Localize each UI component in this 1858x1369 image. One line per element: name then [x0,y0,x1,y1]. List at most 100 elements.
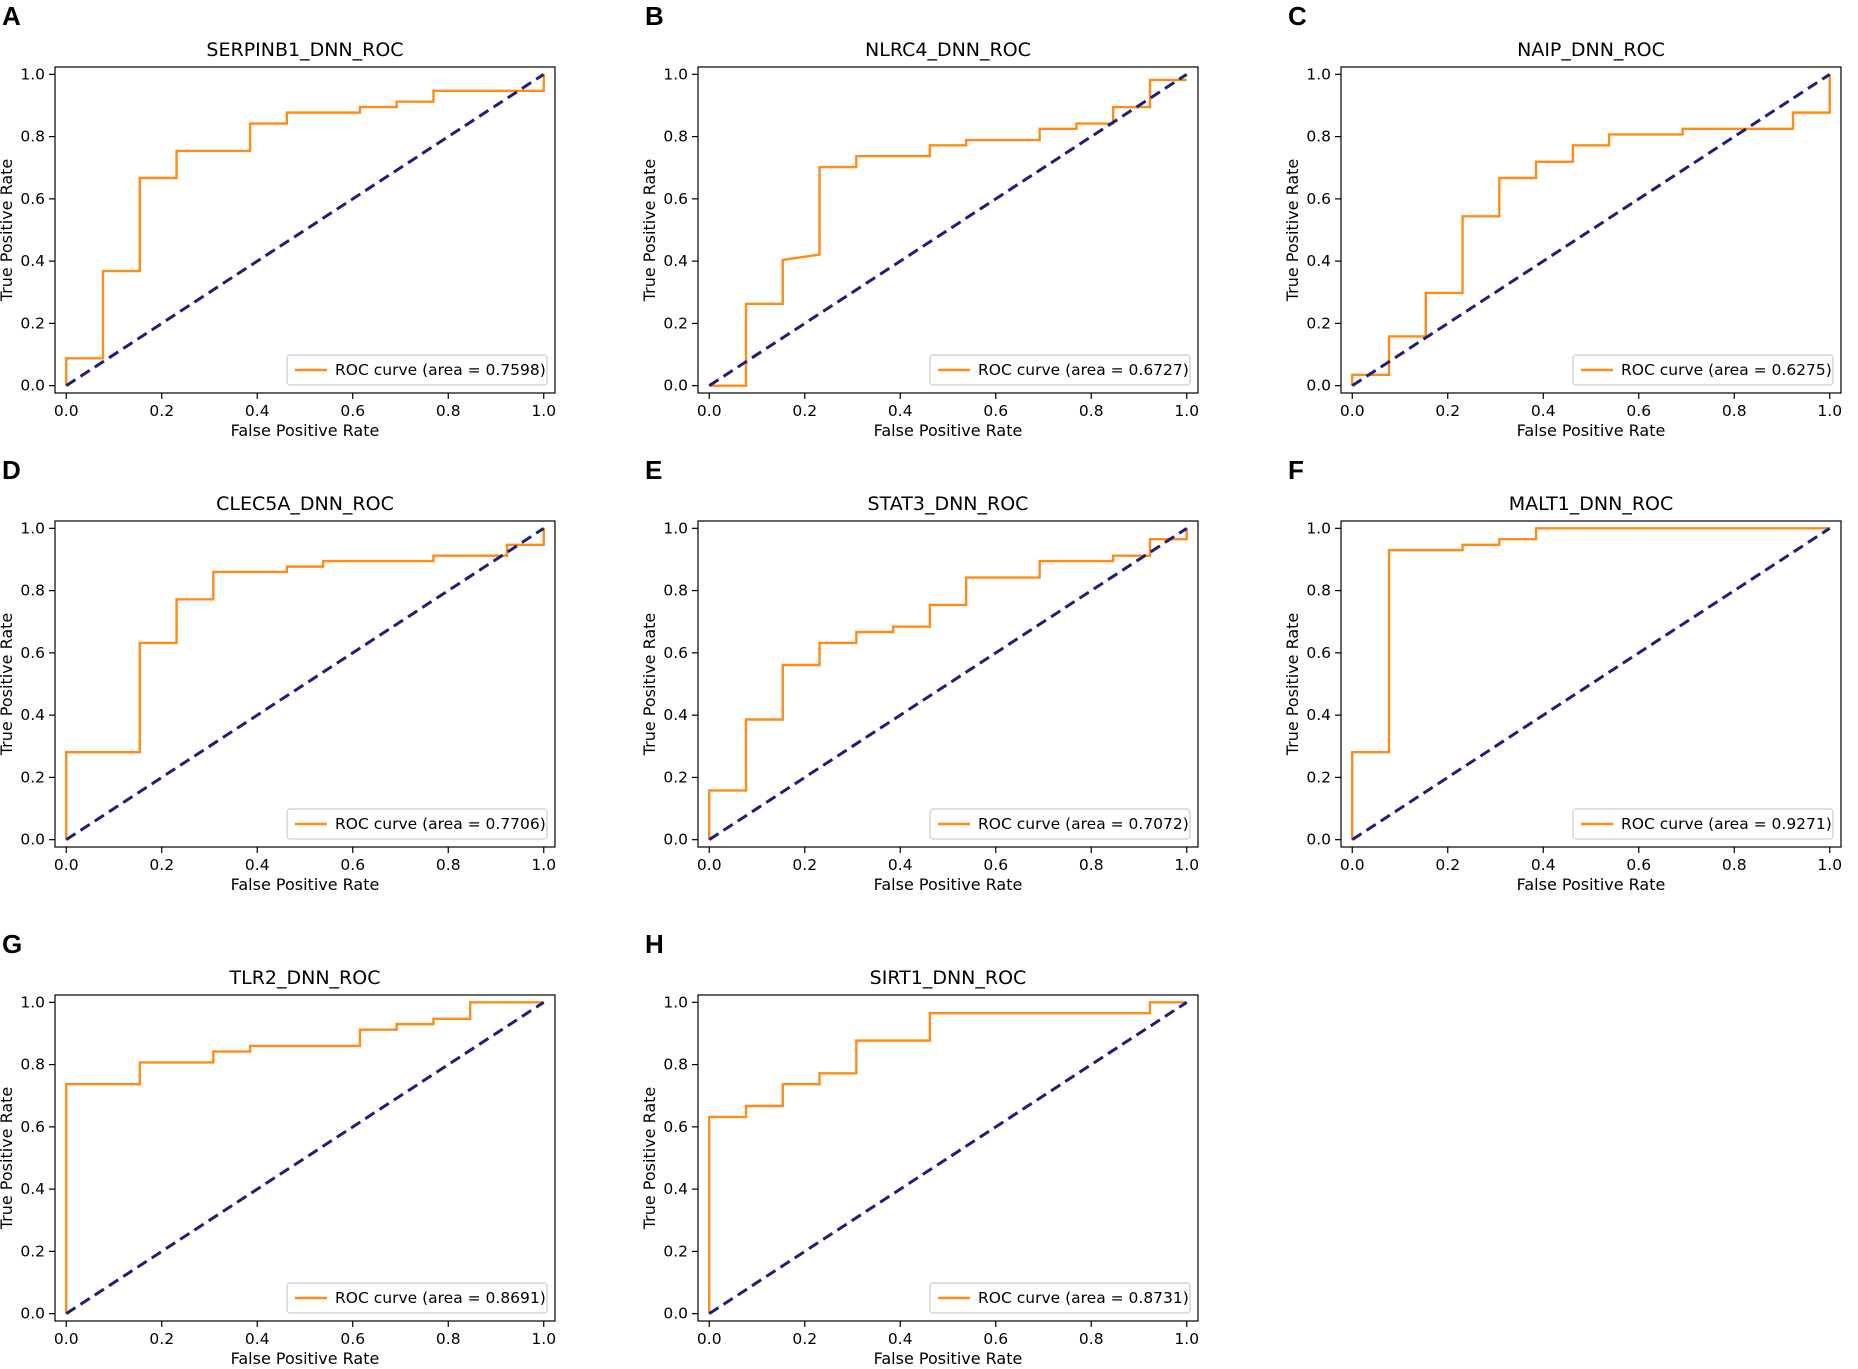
x-tick-label: 0.8 [1079,402,1104,420]
chart-title: CLEC5A_DNN_ROC [216,493,394,515]
x-tick-label: 0.0 [54,1330,79,1348]
axes-frame [54,994,556,1322]
y-tick-label: 0.0 [20,831,45,849]
y-axis-label: True Positive Rate [0,1087,16,1231]
y-tick-label: 0.4 [663,252,688,270]
chart-panel-d: D CLEC5A_DNN_ROC 0.0 0.2 0.4 0.6 0.8 1.0 0.0 0.2 0… [0,455,556,894]
legend: ROC curve (area = 0.7598) [286,354,548,386]
x-tick-label: 0.2 [1435,856,1460,874]
x-tick-label: 0.8 [436,402,461,420]
chart-panel-g: G TLR2_DNN_ROC 0.0 0.2 0.4 0.6 0.8 1.0 0.0 0.2 0.4… [0,929,556,1368]
roc-curve-line [65,74,545,386]
chart-title: SERPINB1_DNN_ROC [206,39,403,61]
panel-letter: G [2,929,22,959]
x-tick-label: 0.4 [888,402,913,420]
x-tick-label: 0.8 [1722,402,1747,420]
x-tick-label: 0.6 [1626,856,1651,874]
panel-letter: E [645,455,662,485]
x-tick-label: 0.2 [792,856,817,874]
x-tick-label: 0.0 [1340,856,1365,874]
chance-diagonal-line [708,1001,1188,1315]
legend-box [286,808,548,840]
y-tick-label: 0.2 [663,1242,688,1260]
x-tick-label: 0.2 [792,402,817,420]
x-tick-label: 0.8 [1079,1330,1104,1348]
legend-label: ROC curve (area = 0.8691) [335,1289,546,1307]
legend-box [286,354,548,386]
chart-panel-f: F MALT1_DNN_ROC 0.0 0.2 0.4 0.6 0.8 1.0 0.0 0.2 0.… [1283,455,1842,894]
x-tick-label: 1.0 [1174,1330,1199,1348]
y-axis-label: True Positive Rate [0,159,16,303]
legend-label: ROC curve (area = 0.7706) [335,815,546,833]
y-tick-label: 1.0 [20,993,45,1011]
x-tick-label: 0.6 [340,402,365,420]
y-tick-label: 0.6 [1306,190,1331,208]
chart-panel-h: H SIRT1_DNN_ROC 0.0 0.2 0.4 0.6 0.8 1.0 0.0 0.2 0.… [640,929,1199,1368]
chart-title: NAIP_DNN_ROC [1517,39,1665,61]
chance-diagonal-line [65,1001,545,1315]
chart-title: NLRC4_DNN_ROC [865,39,1031,61]
y-axis-label: True Positive Rate [1283,613,1302,757]
chance-diagonal-line [1351,73,1831,387]
y-tick-label: 0.4 [663,1180,688,1198]
x-tick-label: 0.4 [888,1330,913,1348]
y-tick-label: 0.0 [663,377,688,395]
axes-frame [697,520,1199,848]
axes-frame [697,66,1199,394]
x-axis-label: False Positive Rate [231,875,380,894]
roc-curve-line [65,1001,544,1314]
x-tick-label: 1.0 [1174,856,1199,874]
y-axis-label: True Positive Rate [640,1087,659,1231]
chart-panel-b: B NLRC4_DNN_ROC 0.0 0.2 0.4 0.6 0.8 1.0 0.0 0.2 0.… [640,1,1199,440]
chart-panel-e: E STAT3_DNN_ROC 0.0 0.2 0.4 0.6 0.8 1.0 0.0 0.2 0.… [640,455,1199,894]
y-tick-label: 0.6 [1306,644,1331,662]
x-tick-label: 0.0 [1340,402,1365,420]
chart-title: SIRT1_DNN_ROC [870,967,1027,989]
x-tick-label: 0.8 [436,856,461,874]
legend: ROC curve (area = 0.6727) [929,354,1191,386]
legend: ROC curve (area = 0.9271) [1572,808,1834,840]
y-axis-label: True Positive Rate [0,613,16,757]
y-tick-label: 0.2 [20,1242,45,1260]
x-axis-label: False Positive Rate [874,875,1023,894]
x-tick-label: 0.2 [149,1330,174,1348]
x-tick-label: 1.0 [531,402,556,420]
y-tick-label: 0.2 [20,768,45,786]
x-tick-label: 0.6 [340,1330,365,1348]
panel-letter: C [1288,1,1307,31]
x-tick-label: 1.0 [1174,402,1199,420]
x-tick-label: 0.0 [697,856,722,874]
x-tick-label: 0.8 [1079,856,1104,874]
roc-curve-line [709,78,1187,387]
y-tick-label: 0.4 [20,1180,45,1198]
y-tick-label: 1.0 [20,519,45,537]
x-tick-label: 0.4 [245,856,270,874]
y-tick-label: 0.2 [663,314,688,332]
panel-letter: H [645,929,664,959]
x-tick-label: 0.6 [1626,402,1651,420]
y-tick-label: 0.8 [20,1056,45,1074]
chart-title: TLR2_DNN_ROC [229,967,381,989]
roc-curve-line [708,528,1188,840]
y-tick-label: 0.4 [1306,252,1331,270]
roc-curve-line [1351,527,1830,840]
y-tick-label: 0.6 [20,1118,45,1136]
legend-label: ROC curve (area = 0.6727) [978,361,1189,379]
y-tick-label: 0.0 [663,1305,688,1323]
x-tick-label: 0.6 [983,402,1008,420]
y-tick-label: 0.0 [20,377,45,395]
x-tick-label: 0.2 [1435,402,1460,420]
y-axis-label: True Positive Rate [640,613,659,757]
axes-frame [1340,520,1842,848]
y-tick-label: 0.4 [1306,706,1331,724]
y-tick-label: 0.8 [1306,582,1331,600]
legend-label: ROC curve (area = 0.8731) [978,1289,1189,1307]
y-tick-label: 0.2 [1306,314,1331,332]
y-tick-label: 0.0 [20,1305,45,1323]
roc-curve-line [1351,74,1831,386]
x-tick-label: 0.6 [983,856,1008,874]
x-tick-label: 0.8 [436,1330,461,1348]
y-tick-label: 0.4 [20,252,45,270]
x-tick-label: 0.4 [1531,856,1556,874]
panel-letter: F [1288,455,1304,485]
